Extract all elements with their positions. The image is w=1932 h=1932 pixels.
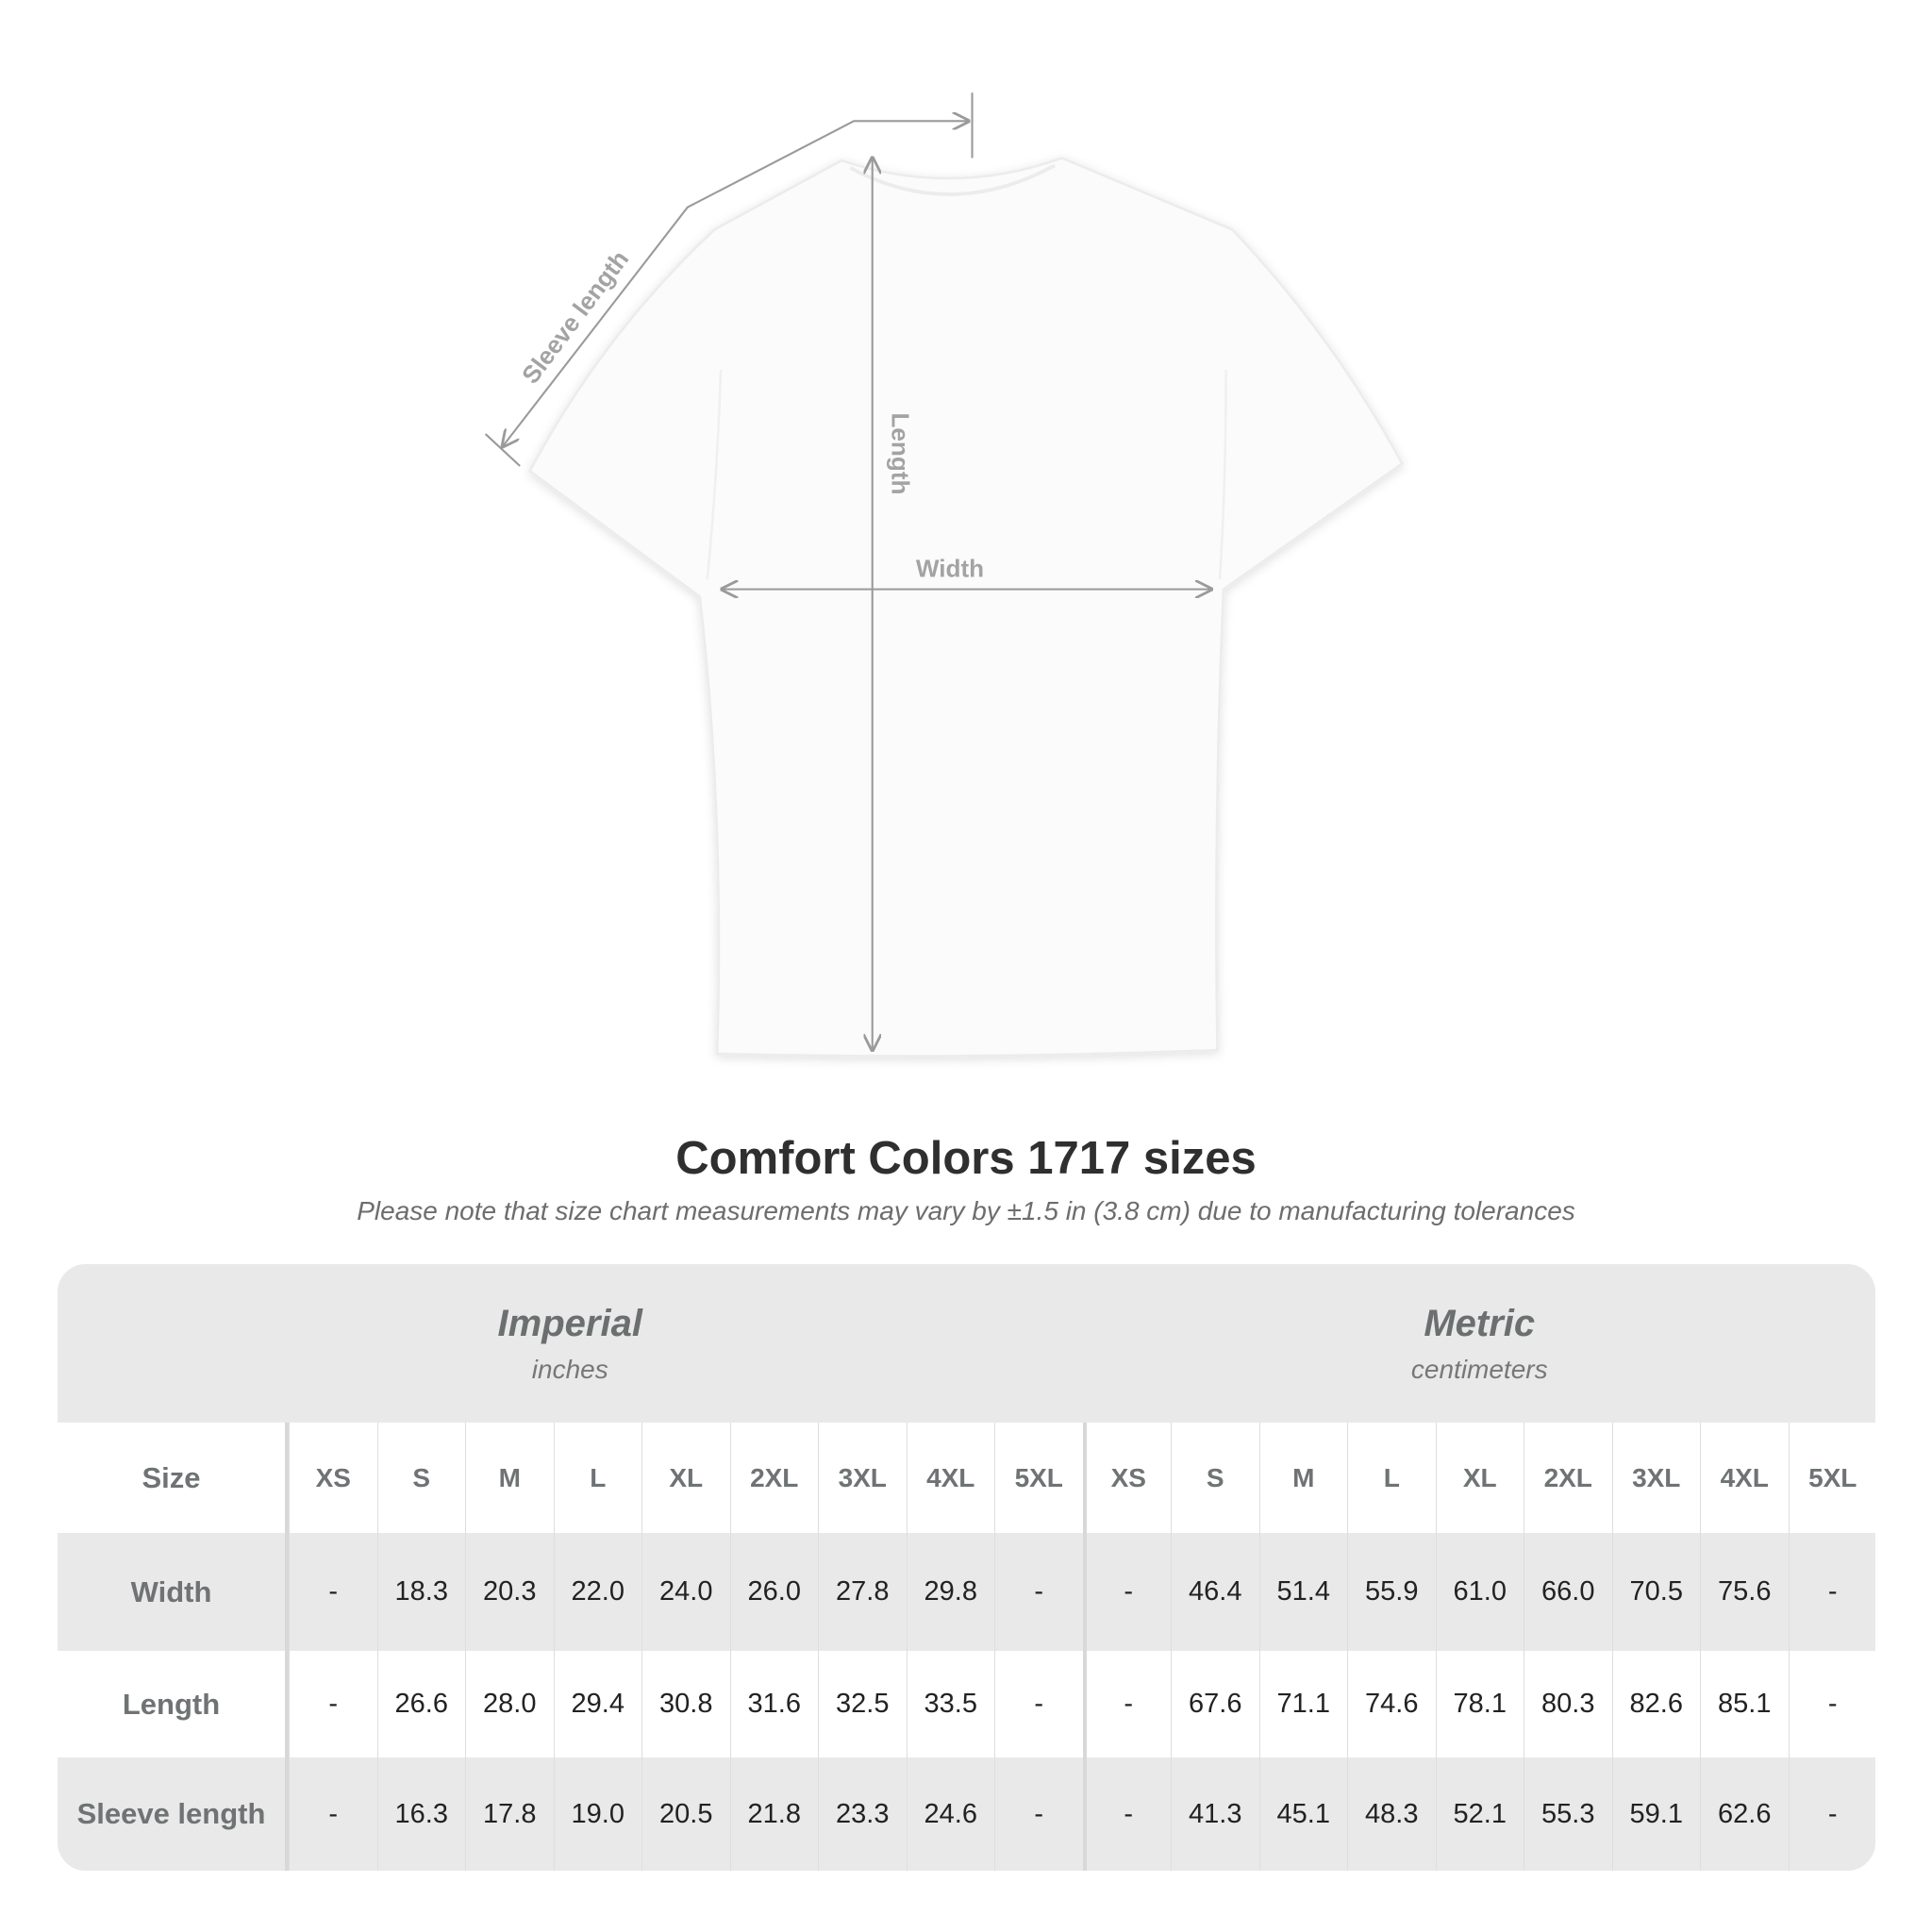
length-label: Length <box>886 412 914 494</box>
row-label: Sleeve length <box>58 1757 289 1871</box>
imperial-value-cell: 29.8 <box>906 1533 994 1651</box>
tshirt-image <box>527 157 1405 1058</box>
imperial-value-cell: 20.3 <box>465 1533 554 1651</box>
metric-label: Metric <box>1424 1302 1536 1344</box>
metric-value-cell: - <box>1082 1533 1171 1651</box>
metric-value-cell: 55.9 <box>1347 1533 1436 1651</box>
metric-size-header: 5XL <box>1788 1423 1875 1533</box>
imperial-label: Imperial <box>497 1302 642 1344</box>
imperial-value-cell: 24.0 <box>641 1533 730 1651</box>
tolerance-note: Please note that size chart measurements… <box>357 1196 1575 1225</box>
metric-value-cell: 67.6 <box>1171 1651 1259 1757</box>
metric-value-cell: 70.5 <box>1611 1533 1700 1651</box>
imperial-value-cell: - <box>994 1651 1083 1757</box>
imperial-size-header: M <box>465 1423 554 1533</box>
tshirt-measurement-diagram: Sleeve length Length Width <box>484 92 1405 1058</box>
metric-value-cell: 74.6 <box>1347 1651 1436 1757</box>
imperial-value-cell: 29.4 <box>553 1651 641 1757</box>
metric-value-cell: 71.1 <box>1258 1651 1347 1757</box>
imperial-value-cell: 30.8 <box>641 1651 730 1757</box>
metric-value-cell: 46.4 <box>1171 1533 1259 1651</box>
metric-size-header: M <box>1258 1423 1347 1533</box>
imperial-value-cell: 32.5 <box>818 1651 907 1757</box>
size-row-label: Size <box>58 1423 289 1533</box>
imperial-size-header: 3XL <box>818 1423 907 1533</box>
imperial-value-cell: - <box>289 1757 377 1871</box>
metric-size-header: 4XL <box>1700 1423 1789 1533</box>
size-table: Imperial inches Metric centimeters Size X… <box>58 1264 1875 1871</box>
metric-value-cell: - <box>1082 1757 1171 1871</box>
metric-size-header: S <box>1171 1423 1259 1533</box>
metric-size-header: 3XL <box>1611 1423 1700 1533</box>
chart-title: Comfort Colors 1717 sizes <box>675 1133 1257 1184</box>
metric-size-header: 2XL <box>1524 1423 1612 1533</box>
metric-value-cell: 55.3 <box>1524 1757 1612 1871</box>
imperial-value-cell: 16.3 <box>376 1757 465 1871</box>
metric-value-cell: 75.6 <box>1700 1533 1789 1651</box>
imperial-value-cell: - <box>289 1533 377 1651</box>
row-label: Length <box>58 1651 289 1757</box>
metric-value-cell: 62.6 <box>1700 1757 1789 1871</box>
imperial-value-cell: - <box>289 1651 377 1757</box>
metric-value-cell: 45.1 <box>1258 1757 1347 1871</box>
imperial-size-header: XS <box>289 1423 377 1533</box>
imperial-value-cell: 20.5 <box>641 1757 730 1871</box>
imperial-header: Imperial inches <box>58 1264 1083 1423</box>
imperial-value-cell: 24.6 <box>906 1757 994 1871</box>
imperial-value-cell: 23.3 <box>818 1757 907 1871</box>
metric-value-cell: 59.1 <box>1611 1757 1700 1871</box>
width-label: Width <box>916 555 984 583</box>
imperial-size-header: S <box>376 1423 465 1533</box>
imperial-value-cell: 26.0 <box>729 1533 818 1651</box>
metric-value-cell: 82.6 <box>1611 1651 1700 1757</box>
metric-value-cell: 48.3 <box>1347 1757 1436 1871</box>
imperial-value-cell: 22.0 <box>553 1533 641 1651</box>
metric-value-cell: - <box>1788 1651 1875 1757</box>
imperial-value-cell: 28.0 <box>465 1651 554 1757</box>
metric-header: Metric centimeters <box>1082 1264 1875 1423</box>
imperial-value-cell: 17.8 <box>465 1757 554 1871</box>
imperial-value-cell: 19.0 <box>553 1757 641 1871</box>
imperial-unit: inches <box>531 1354 608 1384</box>
imperial-value-cell: - <box>994 1757 1083 1871</box>
metric-value-cell: 78.1 <box>1435 1651 1524 1757</box>
metric-size-header: L <box>1347 1423 1436 1533</box>
metric-value-cell: 51.4 <box>1258 1533 1347 1651</box>
imperial-value-cell: 31.6 <box>729 1651 818 1757</box>
metric-unit: centimeters <box>1410 1354 1548 1384</box>
imperial-value-cell: 27.8 <box>818 1533 907 1651</box>
metric-value-cell: - <box>1082 1651 1171 1757</box>
imperial-size-header: 2XL <box>729 1423 818 1533</box>
row-label: Width <box>58 1533 289 1651</box>
metric-value-cell: 66.0 <box>1524 1533 1612 1651</box>
metric-value-cell: 41.3 <box>1171 1757 1259 1871</box>
imperial-value-cell: 18.3 <box>376 1533 465 1651</box>
sleeve-length-measure <box>484 92 974 467</box>
metric-value-cell: 61.0 <box>1435 1533 1524 1651</box>
imperial-value-cell: - <box>994 1533 1083 1651</box>
imperial-value-cell: 33.5 <box>906 1651 994 1757</box>
imperial-size-header: XL <box>641 1423 730 1533</box>
imperial-value-cell: 26.6 <box>376 1651 465 1757</box>
metric-size-header: XS <box>1082 1423 1171 1533</box>
metric-value-cell: - <box>1788 1533 1875 1651</box>
imperial-size-header: L <box>553 1423 641 1533</box>
metric-value-cell: 52.1 <box>1435 1757 1524 1871</box>
imperial-size-header: 4XL <box>906 1423 994 1533</box>
metric-size-header: XL <box>1435 1423 1524 1533</box>
imperial-value-cell: 21.8 <box>729 1757 818 1871</box>
metric-value-cell: 80.3 <box>1524 1651 1612 1757</box>
imperial-size-header: 5XL <box>994 1423 1083 1533</box>
metric-value-cell: - <box>1788 1757 1875 1871</box>
metric-value-cell: 85.1 <box>1700 1651 1789 1757</box>
